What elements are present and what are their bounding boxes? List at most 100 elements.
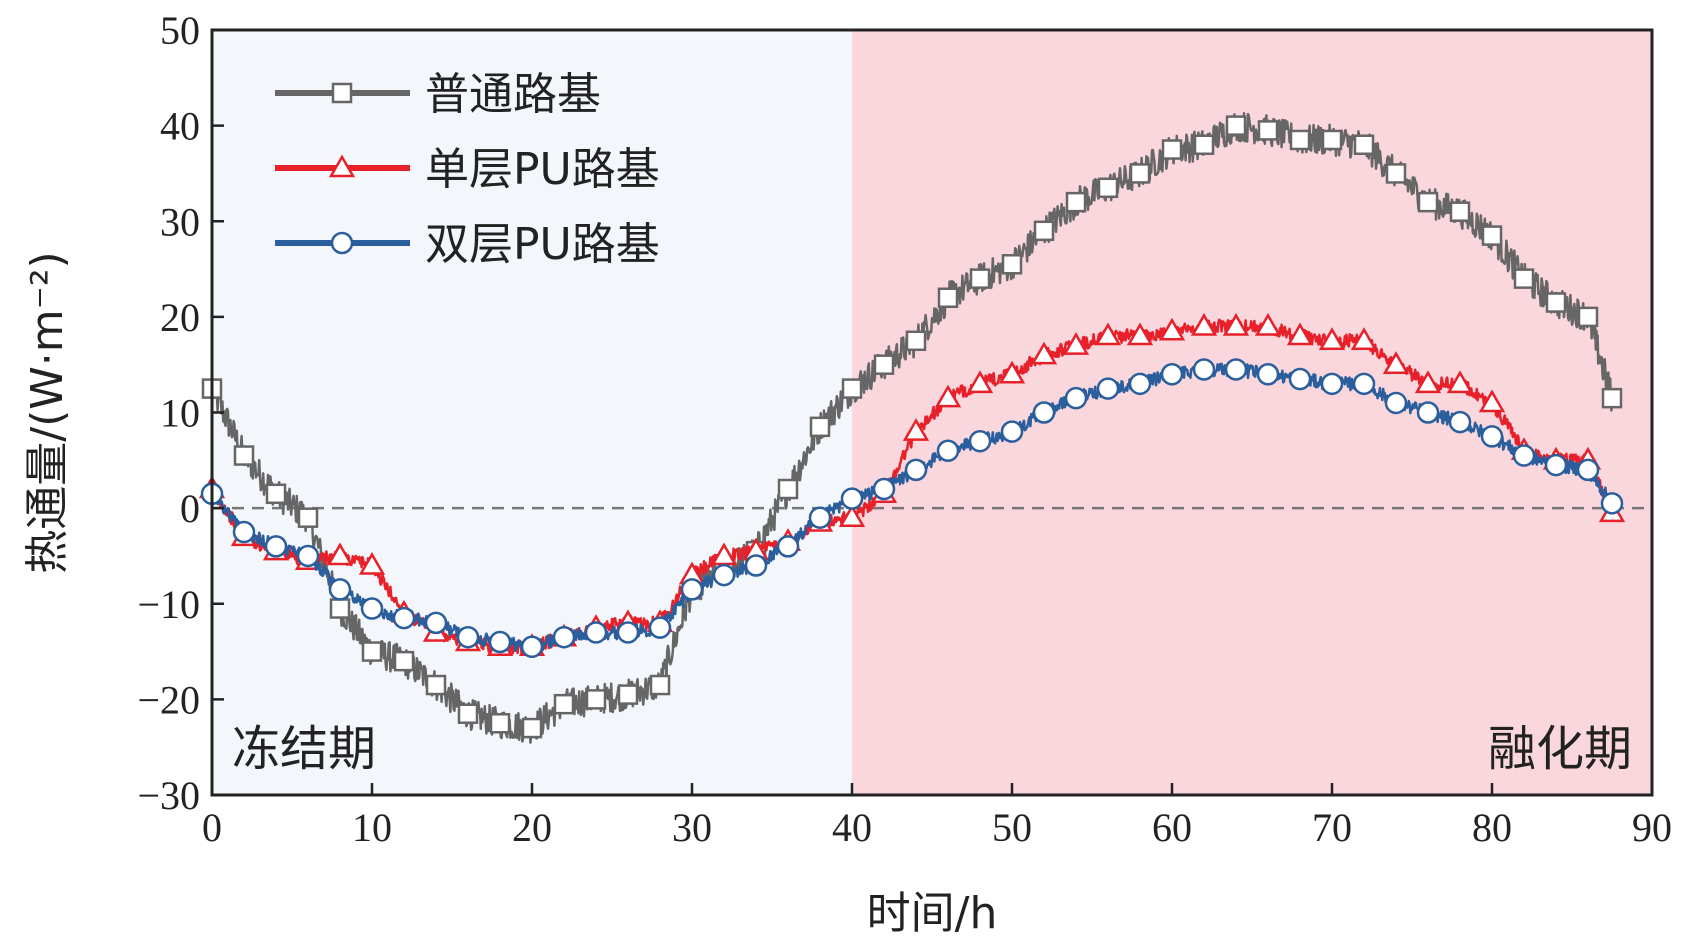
data-point	[1480, 425, 1504, 448]
data-point	[1384, 391, 1408, 415]
data-point	[1192, 358, 1216, 381]
data-point	[1030, 341, 1058, 365]
data-point	[1449, 201, 1471, 222]
data-point	[1160, 363, 1184, 386]
y-tick-label: −10	[137, 582, 200, 627]
axis-ticks: 0 10 20 30 40 50 60 70 80 90 −30 −20 −10 0 10 20 30 40 50	[137, 8, 1672, 850]
data-point	[1481, 225, 1503, 246]
data-point	[1417, 191, 1439, 213]
region-label-freezing: 冻结期	[232, 721, 376, 777]
data-point	[1416, 401, 1440, 424]
data-point	[1544, 453, 1568, 477]
data-point	[1222, 312, 1250, 336]
data-point	[1577, 306, 1599, 328]
data-point	[553, 693, 575, 715]
data-point	[1000, 420, 1024, 443]
legend-item: 普通路基	[275, 69, 601, 120]
data-point	[1545, 292, 1567, 313]
data-point	[1513, 268, 1535, 289]
data-point	[393, 650, 415, 672]
data-point	[905, 330, 927, 352]
data-point	[489, 713, 511, 734]
data-point	[297, 507, 319, 528]
data-point	[966, 370, 994, 394]
data-point	[264, 535, 288, 558]
data-point	[1446, 370, 1474, 394]
data-point	[649, 674, 671, 696]
data-point	[934, 384, 962, 408]
data-point	[232, 520, 256, 544]
x-tick-label: 60	[1152, 805, 1192, 850]
data-point	[1097, 177, 1119, 199]
data-point	[1382, 351, 1410, 374]
data-point	[1096, 377, 1120, 400]
data-point	[329, 598, 351, 619]
data-point	[1318, 327, 1346, 351]
data-point	[233, 445, 255, 466]
data-point	[1158, 317, 1186, 341]
data-point	[424, 611, 448, 635]
data-point	[328, 578, 352, 601]
data-point	[585, 689, 607, 710]
data-point	[840, 487, 864, 510]
period-regions	[212, 30, 1652, 795]
y-tick-label: 0	[180, 486, 200, 531]
data-point	[1352, 372, 1376, 396]
data-point	[936, 439, 960, 462]
data-point	[265, 483, 287, 505]
data-point	[1129, 163, 1151, 184]
x-tick-label: 80	[1472, 805, 1512, 850]
x-tick-label: 50	[992, 805, 1032, 850]
legend-marker	[328, 154, 356, 178]
x-tick-label: 0	[202, 805, 222, 850]
data-point	[968, 429, 992, 453]
data-point	[1600, 492, 1624, 515]
data-point	[1256, 363, 1280, 386]
data-point	[1032, 401, 1056, 424]
legend-marker	[331, 82, 353, 104]
data-point	[521, 717, 543, 739]
legend-label: 单层PU路基	[425, 144, 660, 195]
data-point	[392, 606, 416, 630]
y-tick-label: 30	[160, 199, 200, 244]
data-point	[520, 635, 544, 659]
data-point	[361, 641, 383, 662]
region-2	[852, 30, 1652, 795]
data-point	[648, 616, 672, 639]
data-point	[1065, 191, 1087, 213]
data-point	[1414, 370, 1442, 394]
x-tick-label: 70	[1312, 805, 1352, 850]
x-tick-label: 30	[672, 805, 712, 850]
legend-marker	[330, 231, 354, 255]
y-axis-label: 热通量/(W·m⁻²)	[22, 251, 73, 573]
data-point	[552, 625, 576, 649]
data-point	[1161, 139, 1183, 160]
data-point	[712, 563, 736, 587]
data-point	[904, 458, 928, 482]
data-point	[1128, 372, 1152, 396]
data-point	[1576, 458, 1600, 482]
data-point	[1033, 220, 1055, 242]
data-point	[488, 630, 512, 654]
y-tick-label: 20	[160, 295, 200, 340]
data-point	[616, 621, 640, 644]
data-point	[1448, 410, 1472, 434]
data-point	[998, 360, 1026, 384]
legend-item: 双层PU路基	[275, 219, 660, 270]
data-point	[1094, 322, 1122, 346]
data-point	[1350, 327, 1378, 351]
x-tick-label: 90	[1632, 805, 1672, 850]
y-tick-label: 50	[160, 8, 200, 53]
legend-label: 双层PU路基	[425, 219, 660, 270]
x-axis-label: 时间/h	[867, 888, 998, 939]
data-point	[1478, 389, 1506, 413]
data-point	[1321, 129, 1343, 151]
data-point	[1288, 367, 1312, 391]
data-point	[1385, 163, 1407, 184]
data-point	[1064, 386, 1088, 410]
series-layer	[198, 111, 1626, 744]
data-point	[873, 354, 895, 375]
series-1	[201, 111, 1623, 744]
legend-item: 单层PU路基	[275, 144, 660, 195]
